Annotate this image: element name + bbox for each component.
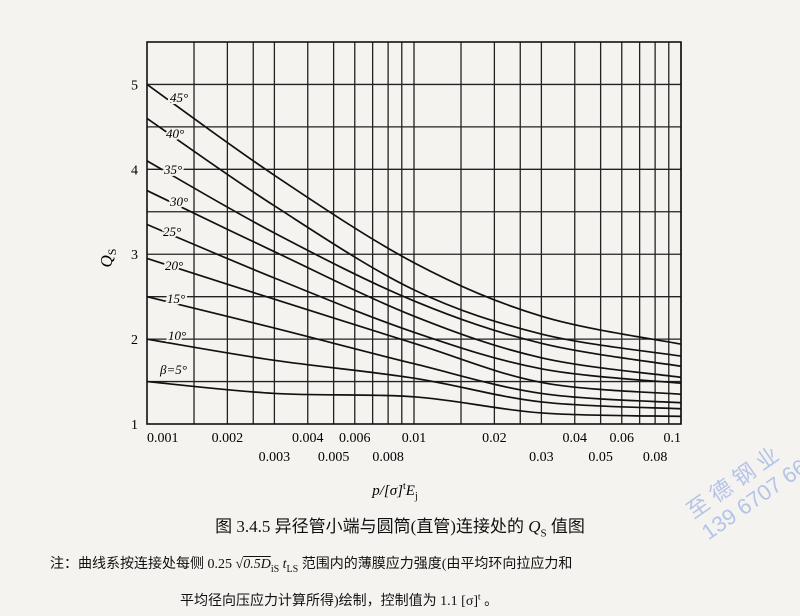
curve-series (146, 223, 682, 385)
curve-label: 25° (163, 224, 181, 239)
figure-caption: 图 3.4.5 异径管小端与圆筒(直管)连接处的 QS 值图 (215, 517, 585, 540)
curve-series (146, 295, 682, 404)
curve-label: 30° (169, 194, 188, 209)
curve-series (146, 338, 682, 410)
y-tick-label: 1 (131, 418, 138, 433)
y-tick-label: 5 (131, 78, 138, 93)
curve-series (146, 380, 682, 418)
curve-label: 20° (165, 258, 183, 273)
x-tick-label: 0.004 (292, 431, 324, 446)
plot-frame (146, 41, 682, 425)
x-tick-label: 0.06 (610, 431, 635, 446)
x-tick-label: 0.002 (212, 431, 244, 446)
x-tick-label: 0.05 (588, 450, 613, 465)
x-tick-label: 0.04 (563, 431, 588, 446)
curve-series (146, 83, 682, 346)
x-tick-label: 0.02 (482, 431, 507, 446)
y-tick-label: 2 (131, 333, 138, 348)
curve-label: 10° (168, 328, 186, 343)
grid (147, 42, 682, 424)
x-tick-label: 0.003 (259, 450, 291, 465)
curve-label: 15° (167, 291, 185, 306)
y-tick-label: 3 (131, 248, 138, 263)
x-tick-label: 0.1 (664, 431, 682, 446)
curve-labels: 45° 40° 35° 30° 25° 20° 15° 10° β=5° (157, 88, 190, 379)
svg-text:QS: QS (97, 249, 119, 268)
x-axis-label: p/[σ]tEj (371, 481, 417, 502)
x-tick-label: 0.006 (339, 431, 371, 446)
curve-series (146, 160, 682, 368)
x-tick-label: 0.08 (643, 450, 668, 465)
x-tick-label: 0.005 (318, 450, 350, 465)
y-tick-label: 4 (131, 163, 138, 178)
note-line-1: 注：曲线系按连接处每侧 0.25 √0.5DiS tLS 范围内的薄膜应力强度(… (50, 557, 573, 575)
curves (146, 83, 682, 418)
curve-label: 35° (163, 162, 182, 177)
x-tick-label: 0.001 (147, 431, 179, 446)
curve-label: β=5° (159, 362, 187, 377)
curve-series (146, 257, 682, 396)
x-tick-label: 0.01 (402, 431, 427, 446)
curve-series (146, 117, 682, 357)
x-tick-label: 0.03 (529, 450, 554, 465)
curve-label: 45° (170, 90, 188, 105)
curve-label: 40° (166, 126, 184, 141)
y-axis-label: QS (97, 249, 119, 268)
curve-series (146, 189, 682, 379)
note-line-2: 平均径向压应力计算所得)绘制，控制值为 1.1 [σ]t 。 (180, 591, 499, 609)
x-tick-label: 0.008 (372, 450, 404, 465)
